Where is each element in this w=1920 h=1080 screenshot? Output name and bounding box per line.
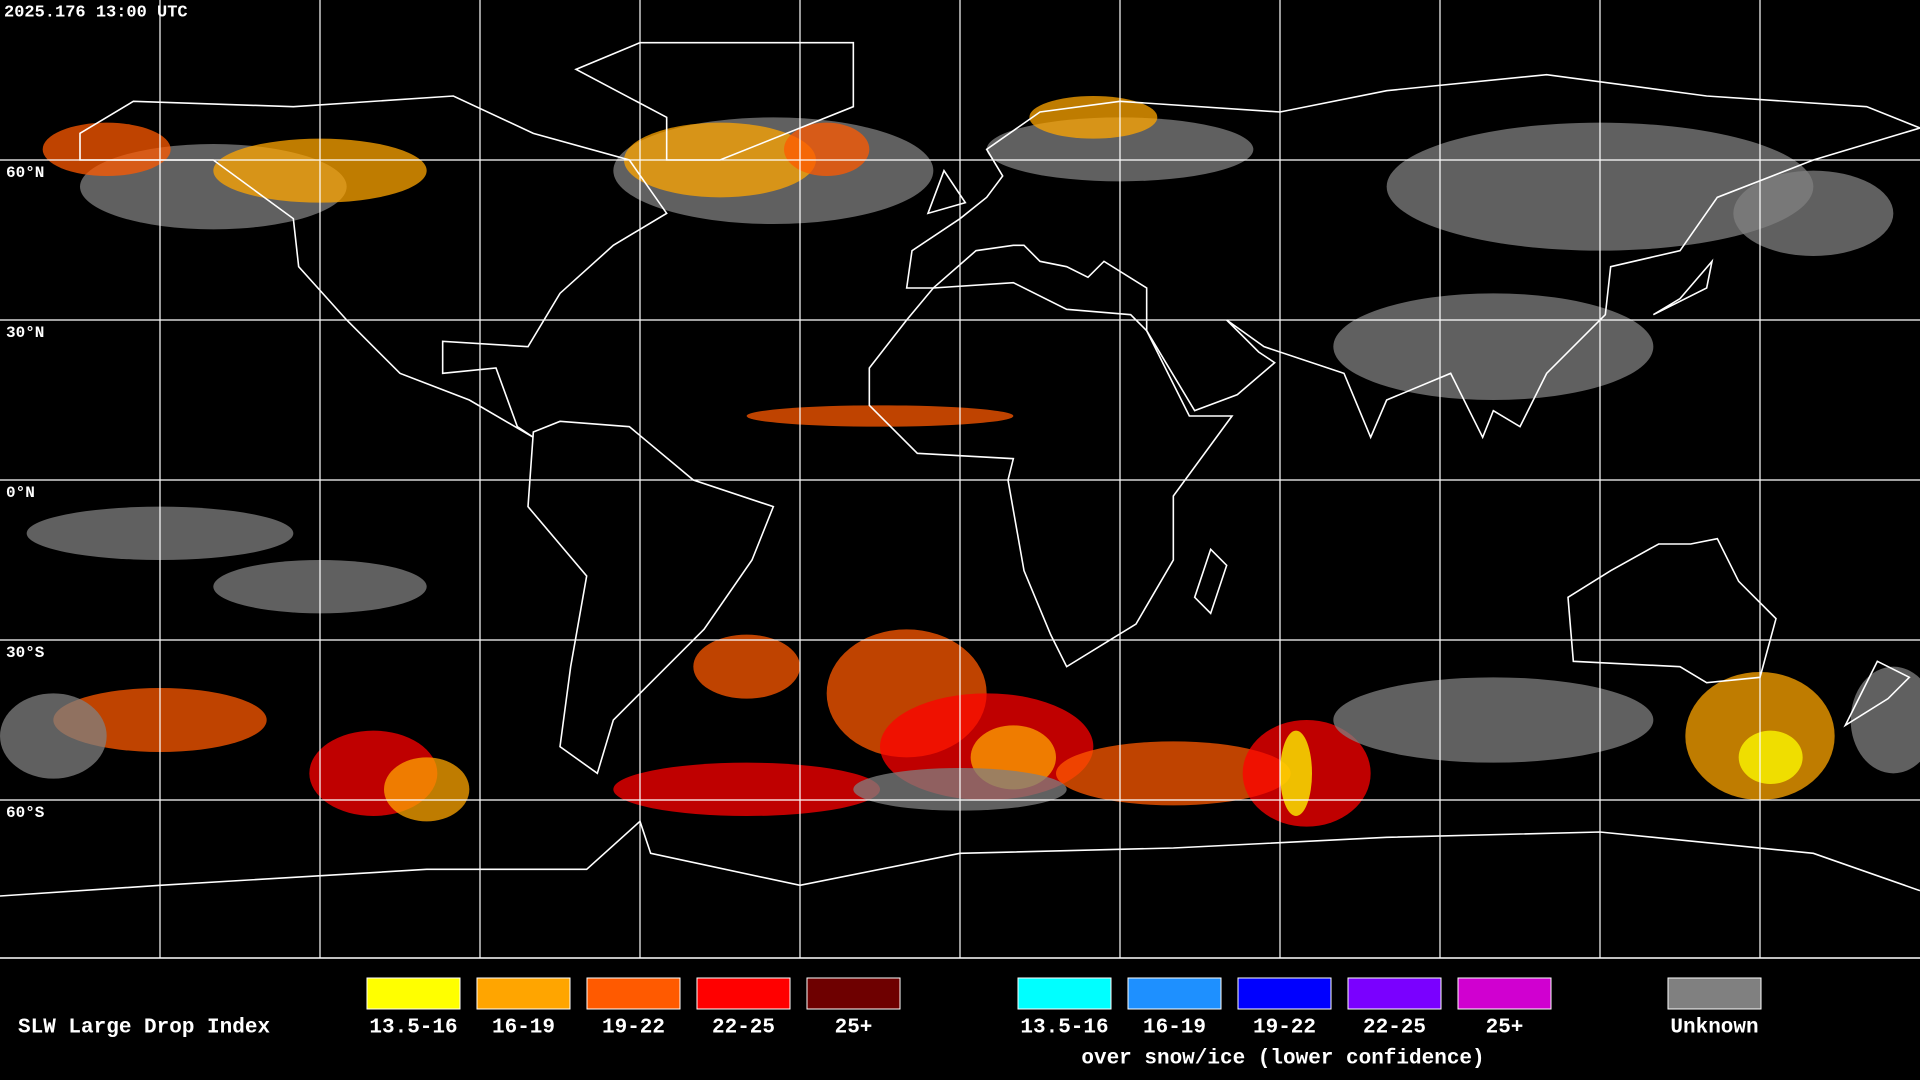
- legend-label: 25+: [1486, 1017, 1524, 1040]
- cloud-patch: [784, 122, 870, 176]
- cloud-patch: [1056, 741, 1291, 806]
- legend-swatch: [1347, 977, 1442, 1010]
- cloud-patch: [0, 693, 107, 779]
- legend-label: 16-19: [492, 1017, 555, 1040]
- cloud-patch: [42, 122, 171, 176]
- legend-label: 22-25: [712, 1017, 775, 1040]
- legend-label: 19-22: [602, 1017, 665, 1040]
- legend-swatch: [1457, 977, 1552, 1010]
- coastline: [1567, 537, 1777, 684]
- cloud-patch: [1733, 170, 1894, 256]
- coastline: [1193, 547, 1228, 615]
- legend-swatch: [476, 977, 571, 1010]
- legend-swatch: [1667, 977, 1762, 1010]
- coastline: [1843, 660, 1911, 728]
- legend-swatch: [1127, 977, 1222, 1010]
- cloud-patch: [384, 757, 470, 822]
- legend-swatch: [1017, 977, 1112, 1010]
- legend-title: SLW Large Drop Index: [18, 1017, 270, 1040]
- cloud-patch: [693, 634, 801, 699]
- cloud-patch: [1029, 96, 1158, 139]
- legend-label: 22-25: [1363, 1017, 1426, 1040]
- coastline: [868, 281, 1234, 668]
- cloud-patch: [1850, 666, 1920, 774]
- coastline: [574, 41, 855, 161]
- coastline: [79, 95, 668, 439]
- cloud-patch: [1280, 730, 1312, 816]
- cloud-patch: [1333, 677, 1654, 763]
- timestamp: 2025.176 13:00 UTC: [4, 3, 188, 22]
- latitude-label: 30°S: [6, 644, 45, 662]
- legend: SLW Large Drop Index 13.5-16 16-19 19-22 22-…: [18, 977, 1762, 1071]
- legend-swatch: [806, 977, 901, 1010]
- coastline: [926, 168, 967, 215]
- latitude-label: 0°N: [6, 484, 35, 502]
- graticule: 60°N 30°N 0°N 30°S 60°S: [0, 0, 1920, 959]
- coastline: [527, 420, 775, 775]
- legend-swatch: [696, 977, 791, 1010]
- latitude-label: 60°N: [6, 164, 44, 182]
- latitude-label: 30°N: [6, 324, 44, 342]
- legend-label: 13.5-16: [369, 1017, 457, 1040]
- coastline: [1652, 258, 1714, 316]
- cloud-patch: [1738, 730, 1803, 784]
- cloud-patch: [613, 762, 880, 816]
- legend-note: over snow/ice (lower confidence): [1081, 1048, 1484, 1071]
- legend-label: 25+: [835, 1017, 873, 1040]
- legend-label: 13.5-16: [1020, 1017, 1108, 1040]
- legend-swatch: [1237, 977, 1332, 1010]
- legend-label: 19-22: [1253, 1017, 1316, 1040]
- legend-label: Unknown: [1670, 1017, 1758, 1040]
- legend-swatch: [586, 977, 681, 1010]
- coastline: [905, 73, 1920, 440]
- legend-label: 16-19: [1143, 1017, 1206, 1040]
- latitude-label: 60°S: [6, 804, 45, 822]
- legend-swatch: [366, 977, 461, 1010]
